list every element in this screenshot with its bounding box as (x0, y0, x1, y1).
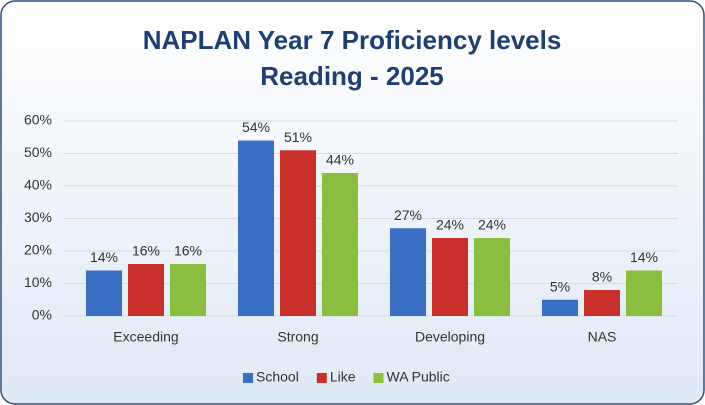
value-label: 8% (592, 269, 612, 285)
chart-subtitle: Reading - 2025 (260, 61, 444, 91)
bar (280, 150, 316, 316)
value-label: 24% (478, 217, 506, 233)
x-tick-label: Developing (415, 329, 485, 345)
value-label: 14% (630, 249, 658, 265)
y-tick-label: 40% (24, 177, 52, 193)
value-label: 5% (550, 278, 570, 294)
bar (626, 270, 662, 316)
value-label: 24% (436, 217, 464, 233)
bar (322, 173, 358, 316)
y-tick-label: 20% (24, 242, 52, 258)
legend-label: School (256, 369, 299, 385)
value-label: 54% (242, 119, 270, 135)
bar (432, 238, 468, 316)
bar (584, 290, 620, 316)
value-label: 16% (174, 243, 202, 259)
bar (474, 238, 510, 316)
y-tick-label: 30% (24, 209, 52, 225)
y-tick-label: 10% (24, 274, 52, 290)
legend-swatch (243, 373, 253, 383)
x-tick-label: Strong (277, 329, 318, 345)
value-label: 27% (394, 207, 422, 223)
legend-label: Like (330, 369, 356, 385)
y-tick-label: 0% (32, 307, 52, 323)
y-tick-label: 50% (24, 144, 52, 160)
legend-swatch (373, 373, 384, 383)
y-tick-label: 60% (24, 112, 52, 128)
bar (128, 264, 164, 316)
bar (86, 270, 122, 316)
bar (390, 228, 426, 316)
value-label: 51% (284, 129, 312, 145)
bar (238, 140, 274, 316)
x-tick-label: NAS (588, 329, 617, 345)
bar (542, 299, 578, 316)
chart-title: NAPLAN Year 7 Proficiency levels (143, 25, 562, 55)
legend-swatch (316, 373, 327, 383)
value-label: 14% (90, 249, 118, 265)
legend-label: WA Public (387, 369, 450, 385)
bar (170, 264, 206, 316)
value-label: 44% (326, 152, 354, 168)
x-tick-label: Exceeding (113, 329, 178, 345)
value-label: 16% (132, 243, 160, 259)
